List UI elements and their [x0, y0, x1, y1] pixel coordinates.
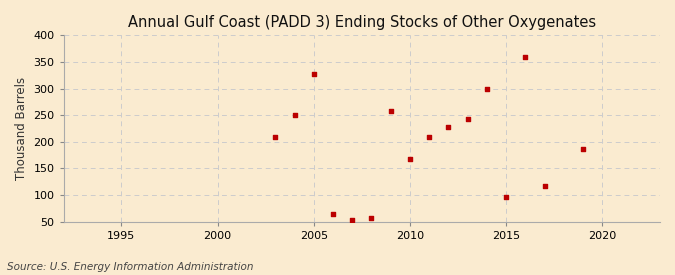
Point: [462, 117, 473, 121]
Point: [347, 218, 358, 222]
Point: [443, 125, 454, 129]
Point: [539, 184, 550, 188]
Text: Source: U.S. Energy Information Administration: Source: U.S. Energy Information Administ…: [7, 262, 253, 272]
Point: [308, 72, 319, 76]
Point: [481, 86, 492, 91]
Point: [578, 147, 589, 151]
Point: [385, 109, 396, 114]
Y-axis label: Thousand Barrels: Thousand Barrels: [15, 77, 28, 180]
Title: Annual Gulf Coast (PADD 3) Ending Stocks of Other Oxygenates: Annual Gulf Coast (PADD 3) Ending Stocks…: [128, 15, 596, 30]
Point: [366, 216, 377, 220]
Point: [520, 54, 531, 59]
Point: [289, 112, 300, 117]
Point: [424, 134, 435, 139]
Point: [270, 134, 281, 139]
Point: [404, 157, 415, 162]
Point: [327, 211, 338, 216]
Point: [501, 194, 512, 199]
